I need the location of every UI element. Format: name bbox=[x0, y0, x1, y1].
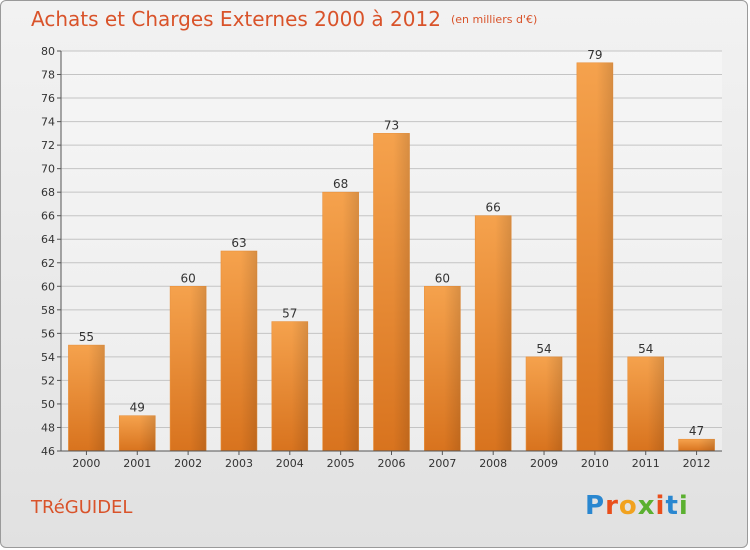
chart-title: Achats et Charges Externes 2000 à 2012 (e… bbox=[31, 7, 537, 31]
data-label: 60 bbox=[435, 271, 450, 285]
data-label: 60 bbox=[180, 271, 195, 285]
bar-shade bbox=[139, 415, 156, 451]
x-axis: 2000 2001 2002 2003 2004 2005 2006 2007 2008 2009… bbox=[61, 450, 722, 470]
x-tick-label: 2006 bbox=[378, 457, 406, 470]
x-tick-label: 2005 bbox=[327, 457, 355, 470]
data-label: 73 bbox=[384, 118, 399, 132]
bar-shade bbox=[444, 286, 461, 451]
y-tick-label: 72 bbox=[41, 139, 55, 152]
y-tick-label: 70 bbox=[41, 163, 55, 176]
logo-letter: P bbox=[585, 491, 606, 521]
y-tick-label: 68 bbox=[41, 186, 55, 199]
logo-letter: o bbox=[618, 491, 638, 521]
y-tick-label: 58 bbox=[41, 304, 55, 317]
y-tick-label: 78 bbox=[41, 69, 55, 82]
y-tick-label: 56 bbox=[41, 327, 55, 340]
x-tick-label: 2011 bbox=[632, 457, 660, 470]
logo-letter: i bbox=[655, 491, 666, 521]
y-tick-label: 66 bbox=[41, 210, 55, 223]
logo-letter: x bbox=[637, 491, 656, 521]
y-tick-label: 62 bbox=[41, 257, 55, 270]
bar-shade bbox=[189, 286, 207, 451]
data-label: 54 bbox=[536, 342, 551, 356]
bar-shade bbox=[494, 215, 512, 451]
data-label: 79 bbox=[587, 48, 602, 62]
data-label: 54 bbox=[638, 342, 653, 356]
bar-shade bbox=[88, 345, 105, 451]
y-tick-label: 64 bbox=[41, 233, 55, 246]
x-tick-label: 2001 bbox=[123, 457, 151, 470]
chart-title-text: Achats et Charges Externes 2000 à 2012 bbox=[31, 7, 441, 31]
x-tick-label: 2012 bbox=[683, 457, 711, 470]
data-label: 63 bbox=[231, 236, 246, 250]
x-tick-label: 2007 bbox=[428, 457, 456, 470]
y-tick-label: 80 bbox=[41, 45, 55, 58]
data-label: 57 bbox=[282, 307, 297, 321]
logo-letter: t bbox=[665, 491, 679, 521]
y-tick-label: 48 bbox=[41, 421, 55, 434]
x-tick-label: 2000 bbox=[72, 457, 100, 470]
x-tick-label: 2010 bbox=[581, 457, 609, 470]
x-tick-label: 2008 bbox=[479, 457, 507, 470]
bar-shade bbox=[393, 133, 410, 451]
bar-shade bbox=[291, 321, 308, 451]
bars: 55 49 60 63 57 68 73 60 66 54 79 54 47 bbox=[68, 48, 715, 452]
y-axis: 46 48 50 52 54 56 58 60 62 64 66 68 70 72 74 76 78 80 bbox=[41, 45, 62, 458]
y-tick-label: 50 bbox=[41, 398, 55, 411]
bar-shade bbox=[240, 251, 257, 451]
bar-shade bbox=[698, 439, 715, 451]
bar-shade bbox=[596, 62, 613, 451]
x-tick-label: 2009 bbox=[530, 457, 558, 470]
bar-shade bbox=[342, 192, 359, 452]
data-label: 68 bbox=[333, 177, 348, 191]
y-tick-label: 52 bbox=[41, 374, 55, 387]
y-tick-label: 54 bbox=[41, 351, 55, 364]
x-tick-label: 2002 bbox=[174, 457, 202, 470]
data-label: 66 bbox=[486, 201, 501, 215]
chart-subtitle: (en milliers d'€) bbox=[450, 13, 538, 26]
data-label: 55 bbox=[79, 330, 94, 344]
bar-shade bbox=[545, 356, 563, 451]
x-tick-label: 2004 bbox=[276, 457, 304, 470]
data-label: 47 bbox=[689, 424, 704, 438]
data-label: 49 bbox=[130, 401, 145, 415]
y-tick-label: 76 bbox=[41, 92, 55, 105]
y-tick-label: 60 bbox=[41, 280, 55, 293]
commune-name: TRéGUIDEL bbox=[31, 497, 133, 518]
bar-shade bbox=[647, 356, 664, 451]
y-tick-label: 46 bbox=[41, 445, 55, 458]
logo-letter: r bbox=[605, 491, 619, 521]
proxiti-logo[interactable]: Proxiti bbox=[585, 491, 689, 521]
x-tick-label: 2003 bbox=[225, 457, 253, 470]
logo-letter: i bbox=[678, 491, 689, 521]
y-tick-label: 74 bbox=[41, 116, 55, 129]
